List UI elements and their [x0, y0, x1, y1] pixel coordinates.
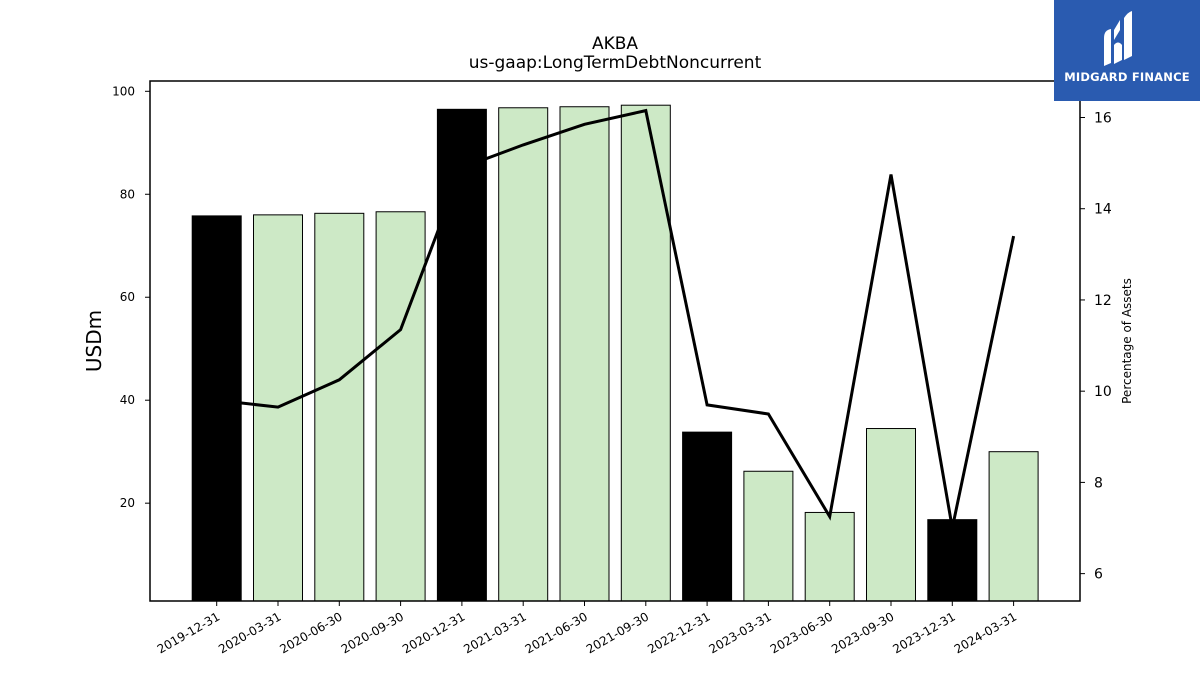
y2-tick-label: 6: [1094, 567, 1103, 583]
bars-group: [191, 104, 1039, 602]
brand-logo: MIDGARD FINANCE: [1054, 0, 1200, 101]
bar: [682, 431, 733, 602]
y-tick-label: 40: [120, 393, 135, 407]
logo-mark-icon: [1104, 11, 1132, 66]
bar: [498, 107, 549, 602]
bar: [743, 470, 794, 602]
x-tick-label: 2023-09-30: [829, 609, 896, 656]
y2-axis: 6 8 10 12 14 16: [1080, 110, 1112, 583]
bar: [804, 511, 855, 602]
y-axis-label: USDm: [82, 310, 106, 372]
x-tick-label: 2023-03-31: [706, 609, 773, 656]
bar: [988, 451, 1039, 602]
y-tick-label: 100: [112, 84, 135, 98]
x-tick-label: 2021-06-30: [523, 609, 590, 656]
x-tick-label: 2020-09-30: [339, 609, 406, 656]
bar: [559, 106, 610, 602]
x-tick-label: 2022-12-31: [645, 609, 712, 656]
chart-title: AKBA: [592, 34, 638, 54]
x-tick-label: 2023-12-31: [890, 609, 957, 656]
y2-tick-label: 10: [1094, 384, 1112, 400]
y2-tick-label: 8: [1094, 475, 1103, 491]
y-tick-label: 80: [120, 187, 135, 201]
line-group: [216, 108, 1016, 529]
bar: [620, 104, 671, 602]
logo-text: MIDGARD FINANCE: [1064, 70, 1190, 84]
series-line: [216, 108, 1016, 529]
y-tick-label: 20: [120, 496, 135, 510]
bar: [866, 428, 916, 602]
x-tick-label: 2020-06-30: [277, 609, 344, 656]
x-tick-label: 2019-12-31: [155, 609, 222, 656]
chart-subtitle: us-gaap:LongTermDebtNoncurrent: [469, 53, 762, 73]
bar: [191, 215, 242, 602]
plot-frame: [149, 80, 1081, 602]
y2-axis-label: Percentage of Assets: [1120, 278, 1134, 404]
x-axis: 2019-12-312020-03-312020-06-302020-09-30…: [155, 601, 1019, 656]
x-tick-label: 2023-06-30: [768, 609, 835, 656]
bar: [314, 212, 365, 602]
x-tick-label: 2020-12-31: [400, 609, 467, 656]
bar: [927, 519, 978, 602]
bar: [375, 211, 426, 602]
y-tick-label: 60: [120, 290, 135, 304]
x-tick-label: 2021-09-30: [584, 609, 651, 656]
x-tick-label: 2024-03-31: [952, 609, 1019, 656]
y-axis: 20 40 60 80 100: [112, 84, 150, 510]
y2-tick-label: 12: [1094, 293, 1112, 309]
x-tick-label: 2020-03-31: [216, 609, 283, 656]
x-tick-label: 2021-03-31: [461, 609, 528, 656]
bar: [436, 108, 487, 602]
y2-tick-label: 16: [1094, 110, 1112, 126]
y2-tick-label: 14: [1094, 202, 1112, 218]
